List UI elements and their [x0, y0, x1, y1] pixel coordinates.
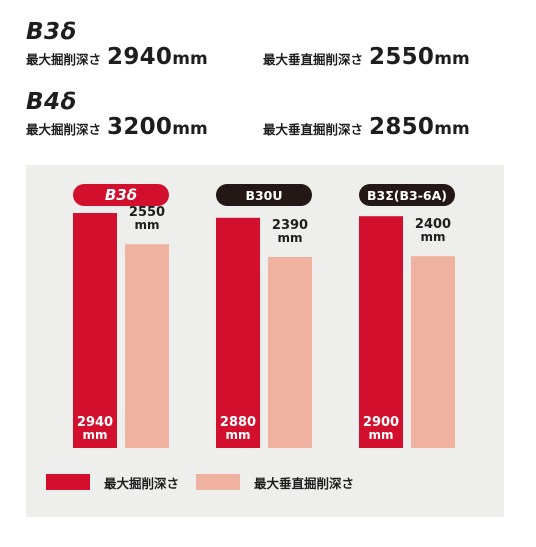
- legend-label-max-vertical: 最大垂直掘削深さ: [254, 475, 355, 491]
- spec-label: 最大垂直掘削深さ: [263, 122, 364, 137]
- spec-unit: mm: [172, 49, 208, 69]
- bar-unit-label: mm: [420, 230, 445, 244]
- category-badge: [73, 184, 169, 206]
- bar-max-vertical: [125, 244, 169, 448]
- spec-block-b3d: B3δ 最大掘削深さ 2940mm 最大垂直掘削深さ 2550mm: [26, 19, 470, 74]
- spec-value: 2550: [369, 44, 435, 70]
- bar-value-label: 2390: [272, 218, 308, 233]
- legend-swatch-max-vertical: [196, 474, 240, 490]
- spec-value: 2940: [107, 44, 173, 70]
- bar-max-vertical: [268, 256, 312, 448]
- bar-max-dig: [73, 213, 117, 448]
- legend-max-dig: 最大掘削深さ: [46, 474, 180, 491]
- bar-unit-label: mm: [368, 428, 393, 442]
- spec-item-max-vertical: 最大垂直掘削深さ 2550mm: [263, 44, 470, 70]
- chart-panel: B3δ 2940 mm 2550 mm B30U 2880 mm 2390 mm B3Σ(B3-6A…: [26, 165, 504, 517]
- category-label: B3δ: [105, 186, 137, 204]
- bar-value-label: 2880: [220, 415, 256, 430]
- bar-chart: B3δ2940mm2550mmB30U2880mm2390mmB3Σ(B3-6A…: [73, 184, 455, 448]
- category-badge: [359, 184, 455, 206]
- spec-unit: mm: [434, 119, 470, 139]
- spec-label: 最大垂直掘削深さ: [263, 52, 364, 67]
- legend-swatch-max-dig: [46, 474, 90, 490]
- bar-value-label: 2550: [129, 205, 165, 220]
- bar-max-dig: [359, 216, 403, 448]
- category-label: B3Σ(B3-6A): [367, 188, 447, 203]
- spec-label: 最大掘削深さ: [26, 52, 102, 67]
- bar-value-label: 2940: [77, 415, 113, 430]
- bar-unit-label: mm: [225, 428, 250, 442]
- bar-unit-label: mm: [82, 428, 107, 442]
- spec-value: 3200: [107, 114, 173, 140]
- bar-value-label: 2400: [415, 217, 451, 232]
- spec-value: 2850: [369, 114, 435, 140]
- legend-label-max-dig: 最大掘削深さ: [104, 475, 180, 491]
- spec-block-b4d: B4δ 最大掘削深さ 3200mm 最大垂直掘削深さ 2850mm: [26, 89, 470, 144]
- spec-unit: mm: [172, 119, 208, 139]
- bar-max-dig: [216, 217, 260, 448]
- spec-row: 最大掘削深さ 2940mm 最大垂直掘削深さ 2550mm: [26, 44, 470, 74]
- spec-item-max-vertical: 最大垂直掘削深さ 2850mm: [263, 114, 470, 140]
- spec-model-title: B4δ: [26, 89, 77, 115]
- bar-unit-label: mm: [277, 231, 302, 245]
- spec-item-max-dig: 最大掘削深さ 3200mm: [26, 114, 208, 140]
- spec-item-max-dig: 最大掘削深さ 2940mm: [26, 44, 208, 70]
- bar-max-vertical: [411, 256, 455, 448]
- category-label: B30U: [245, 188, 282, 203]
- spec-model-title: B3δ: [26, 19, 77, 45]
- bar-value-label: 2900: [363, 415, 399, 430]
- bar-unit-label: mm: [134, 218, 159, 232]
- spec-label: 最大掘削深さ: [26, 122, 102, 137]
- legend-max-vertical: 最大垂直掘削深さ: [196, 474, 355, 491]
- spec-unit: mm: [434, 49, 470, 69]
- spec-row: 最大掘削深さ 3200mm 最大垂直掘削深さ 2850mm: [26, 114, 470, 144]
- category-badge: [216, 184, 312, 206]
